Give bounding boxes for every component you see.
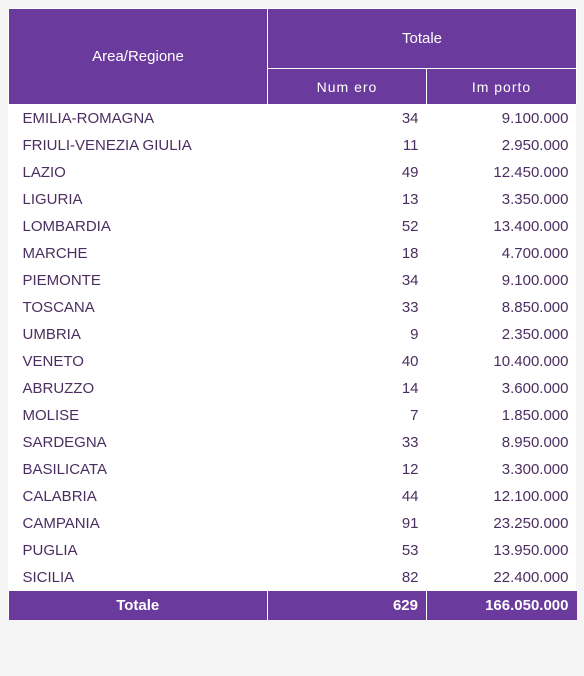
data-table: Area/Regione Totale Num ero Im porto EMI… [8, 8, 577, 620]
table-row: FRIULI-VENEZIA GIULIA112.950.000 [9, 132, 577, 159]
cell-region: EMILIA-ROMAGNA [9, 105, 268, 133]
cell-region: LIGURIA [9, 186, 268, 213]
table-row: MOLISE71.850.000 [9, 402, 577, 429]
table-row: SICILIA8222.400.000 [9, 564, 577, 591]
cell-numero: 9 [268, 321, 427, 348]
cell-region: FRIULI-VENEZIA GIULIA [9, 132, 268, 159]
cell-importo: 1.850.000 [427, 402, 577, 429]
table-row: EMILIA-ROMAGNA349.100.000 [9, 105, 577, 133]
cell-importo: 2.350.000 [427, 321, 577, 348]
cell-importo: 9.100.000 [427, 267, 577, 294]
cell-numero: 33 [268, 294, 427, 321]
cell-importo: 13.950.000 [427, 537, 577, 564]
table-row: TOSCANA338.850.000 [9, 294, 577, 321]
cell-numero: 34 [268, 105, 427, 133]
table-row: LOMBARDIA5213.400.000 [9, 213, 577, 240]
cell-region: MARCHE [9, 240, 268, 267]
table-footer: Totale 629 166.050.000 [9, 591, 577, 620]
cell-numero: 44 [268, 483, 427, 510]
cell-importo: 4.700.000 [427, 240, 577, 267]
cell-numero: 13 [268, 186, 427, 213]
cell-importo: 12.100.000 [427, 483, 577, 510]
cell-numero: 52 [268, 213, 427, 240]
cell-importo: 8.850.000 [427, 294, 577, 321]
cell-numero: 40 [268, 348, 427, 375]
table-row: ABRUZZO143.600.000 [9, 375, 577, 402]
cell-importo: 22.400.000 [427, 564, 577, 591]
cell-importo: 3.300.000 [427, 456, 577, 483]
cell-region: PIEMONTE [9, 267, 268, 294]
subheader-numero: Num ero [268, 69, 427, 105]
cell-importo: 9.100.000 [427, 105, 577, 133]
subheader-importo: Im porto [427, 69, 577, 105]
regional-totals-table: Area/Regione Totale Num ero Im porto EMI… [8, 8, 576, 620]
header-region: Area/Regione [9, 9, 268, 105]
cell-importo: 23.250.000 [427, 510, 577, 537]
cell-region: PUGLIA [9, 537, 268, 564]
cell-numero: 14 [268, 375, 427, 402]
cell-region: ABRUZZO [9, 375, 268, 402]
cell-region: CAMPANIA [9, 510, 268, 537]
cell-numero: 34 [268, 267, 427, 294]
header-totale: Totale [268, 9, 577, 69]
cell-region: TOSCANA [9, 294, 268, 321]
total-row: Totale 629 166.050.000 [9, 591, 577, 620]
cell-region: UMBRIA [9, 321, 268, 348]
cell-numero: 11 [268, 132, 427, 159]
cell-region: MOLISE [9, 402, 268, 429]
table-row: BASILICATA123.300.000 [9, 456, 577, 483]
cell-numero: 49 [268, 159, 427, 186]
cell-importo: 3.350.000 [427, 186, 577, 213]
cell-numero: 12 [268, 456, 427, 483]
table-row: CALABRIA4412.100.000 [9, 483, 577, 510]
table-row: LIGURIA133.350.000 [9, 186, 577, 213]
table-row: CAMPANIA9123.250.000 [9, 510, 577, 537]
table-header: Area/Regione Totale Num ero Im porto [9, 9, 577, 105]
cell-numero: 53 [268, 537, 427, 564]
cell-numero: 18 [268, 240, 427, 267]
table-row: PIEMONTE349.100.000 [9, 267, 577, 294]
table-row: UMBRIA92.350.000 [9, 321, 577, 348]
cell-region: BASILICATA [9, 456, 268, 483]
cell-importo: 12.450.000 [427, 159, 577, 186]
cell-importo: 13.400.000 [427, 213, 577, 240]
table-row: LAZIO4912.450.000 [9, 159, 577, 186]
cell-importo: 8.950.000 [427, 429, 577, 456]
cell-region: LOMBARDIA [9, 213, 268, 240]
cell-region: SICILIA [9, 564, 268, 591]
cell-numero: 82 [268, 564, 427, 591]
table-row: MARCHE184.700.000 [9, 240, 577, 267]
total-importo: 166.050.000 [427, 591, 577, 620]
cell-region: VENETO [9, 348, 268, 375]
cell-numero: 7 [268, 402, 427, 429]
table-row: SARDEGNA338.950.000 [9, 429, 577, 456]
cell-numero: 91 [268, 510, 427, 537]
cell-region: LAZIO [9, 159, 268, 186]
total-numero: 629 [268, 591, 427, 620]
total-label: Totale [9, 591, 268, 620]
cell-importo: 2.950.000 [427, 132, 577, 159]
table-row: PUGLIA5313.950.000 [9, 537, 577, 564]
cell-importo: 10.400.000 [427, 348, 577, 375]
cell-region: SARDEGNA [9, 429, 268, 456]
cell-numero: 33 [268, 429, 427, 456]
table-row: VENETO4010.400.000 [9, 348, 577, 375]
cell-region: CALABRIA [9, 483, 268, 510]
cell-importo: 3.600.000 [427, 375, 577, 402]
table-body: EMILIA-ROMAGNA349.100.000FRIULI-VENEZIA … [9, 105, 577, 592]
